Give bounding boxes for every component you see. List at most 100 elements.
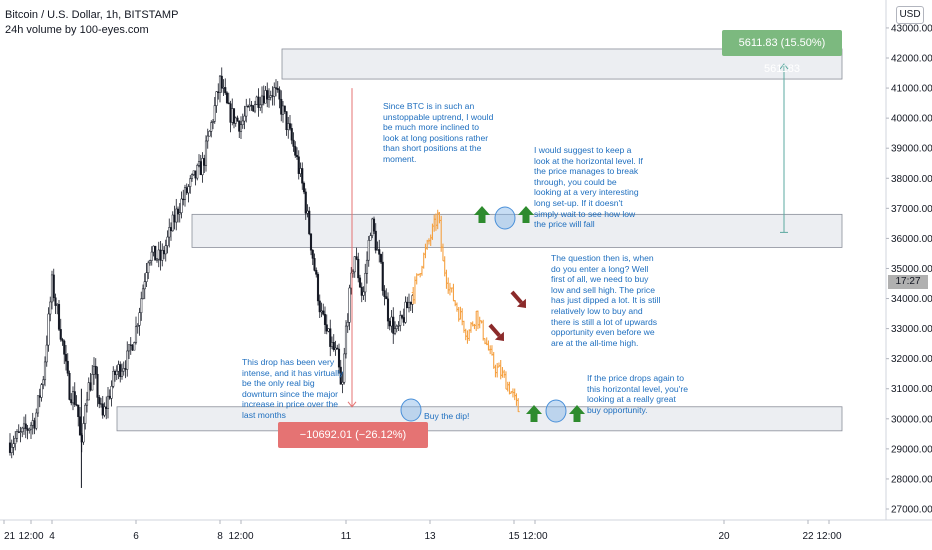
candle-body-204 xyxy=(365,259,369,274)
candle-body-29 xyxy=(59,329,62,340)
candle-body-50 xyxy=(96,373,99,398)
candle-body-36 xyxy=(71,391,75,404)
candle-body-186 xyxy=(334,347,337,350)
candle-body-182 xyxy=(327,328,330,332)
candle-body-85 xyxy=(157,249,160,260)
y-tick-13: 40000.00 xyxy=(891,114,932,125)
candle-body-16 xyxy=(36,395,40,414)
note-drop: This drop has been very intense, and it … xyxy=(242,357,344,420)
x-tick-6: 11 xyxy=(341,531,352,542)
candle-body-121 xyxy=(220,75,223,89)
candle-body-69 xyxy=(129,344,132,346)
candle-body-74 xyxy=(138,312,141,326)
candle-body-4 xyxy=(15,431,19,439)
candle-body-75 xyxy=(140,298,143,313)
candle-body-46 xyxy=(89,382,92,391)
note-entry-question: The question then is, when do you enter … xyxy=(551,253,661,348)
x-tick-5: 12:00 xyxy=(228,531,253,542)
currency-button[interactable]: USD xyxy=(896,6,924,24)
candle-body-39 xyxy=(77,404,80,418)
support-zone xyxy=(116,406,843,432)
candle-body-22 xyxy=(47,313,50,346)
candle-body-60 xyxy=(113,371,117,375)
projection-layer xyxy=(411,209,520,413)
candle-body-218 xyxy=(390,316,393,327)
y-tick-8: 35000.00 xyxy=(891,264,932,275)
candle-body-14 xyxy=(33,420,36,429)
candle-body-222 xyxy=(397,325,400,327)
candle-body-52 xyxy=(99,403,103,405)
up-arrow-right-breakout xyxy=(518,206,534,223)
candle-body-93 xyxy=(171,214,174,232)
candle-body-116 xyxy=(211,121,215,123)
candles-layer xyxy=(8,67,414,488)
candle-body-194 xyxy=(348,287,351,323)
candle-body-81 xyxy=(150,251,153,261)
candle-body-139 xyxy=(252,105,255,112)
candle-body-11 xyxy=(28,428,31,431)
candle-body-168 xyxy=(302,182,306,193)
note-uptrend: Since BTC is in such an unstoppable uptr… xyxy=(383,101,494,164)
x-tick-7: 13 xyxy=(424,531,436,542)
candle-body-78 xyxy=(145,272,148,282)
candle-body-207 xyxy=(371,218,374,236)
candle-body-131 xyxy=(238,120,241,132)
candle-body-87 xyxy=(161,250,164,261)
measure-down-label: −10692.01 (−26.12%) −1069201 xyxy=(278,422,428,467)
candle-body-152 xyxy=(274,87,278,89)
candle-body-90 xyxy=(166,236,169,246)
candle-body-113 xyxy=(206,135,209,142)
candle-body-47 xyxy=(91,374,94,391)
candle-body-97 xyxy=(178,212,181,215)
candle-body-28 xyxy=(57,304,61,330)
candle-body-203 xyxy=(364,273,367,293)
candle-body-25 xyxy=(52,274,55,299)
candle-body-188 xyxy=(337,348,341,368)
markers-layer xyxy=(400,206,585,423)
candle-body-197 xyxy=(353,256,356,273)
candle-body-184 xyxy=(330,342,334,347)
candle-body-145 xyxy=(262,95,265,104)
chart-subtitle: 24h volume by 100-eyes.com xyxy=(5,24,149,36)
x-tick-1: 12:00 xyxy=(18,531,43,542)
candle-body-135 xyxy=(245,106,248,117)
candle-body-137 xyxy=(248,104,251,107)
candle-body-20 xyxy=(43,361,47,381)
candle-body-45 xyxy=(87,382,90,401)
candle-body-136 xyxy=(246,106,250,108)
candle-body-91 xyxy=(168,227,171,238)
chart-title: Bitcoin / U.S. Dollar, 1h, BITSTAMP xyxy=(5,9,179,21)
y-tick-1: 28000.00 xyxy=(891,474,932,485)
candle-body-98 xyxy=(180,198,183,213)
y-tick-12: 39000.00 xyxy=(891,144,932,155)
candle-body-88 xyxy=(162,250,166,255)
candle-body-198 xyxy=(355,256,358,260)
candle-body-79 xyxy=(147,262,150,274)
candle-body-6 xyxy=(19,431,22,433)
candle-body-7 xyxy=(21,427,24,432)
candle-body-134 xyxy=(243,115,246,122)
candle-body-110 xyxy=(201,158,204,176)
candle-body-201 xyxy=(360,286,363,296)
down-arrow-lower-head xyxy=(494,331,504,341)
candle-body-132 xyxy=(239,124,243,132)
time-axis[interactable]: 21 12:00 4 6 8 12:00 11 13 15 12:00 20 22 12:00 xyxy=(3,520,842,542)
candle-body-125 xyxy=(227,102,230,104)
candle-body-211 xyxy=(378,249,381,255)
candle-body-57 xyxy=(108,395,111,399)
candle-body-209 xyxy=(374,230,377,251)
candle-body-44 xyxy=(85,399,89,406)
y-tick-11: 38000.00 xyxy=(891,174,932,185)
candle-body-72 xyxy=(134,326,138,343)
candle-body-216 xyxy=(386,298,390,322)
candle-body-62 xyxy=(117,364,120,372)
candle-body-43 xyxy=(84,404,87,424)
candle-body-219 xyxy=(392,316,395,334)
price-axis[interactable]: 27000.00 28000.00 29000.00 30000.00 31000.00… xyxy=(886,23,932,516)
candle-body-9 xyxy=(24,423,27,429)
candle-body-40 xyxy=(78,416,82,436)
candle-body-140 xyxy=(253,104,257,112)
x-tick-9: 12:00 xyxy=(522,531,547,542)
candle-body-86 xyxy=(159,249,162,261)
